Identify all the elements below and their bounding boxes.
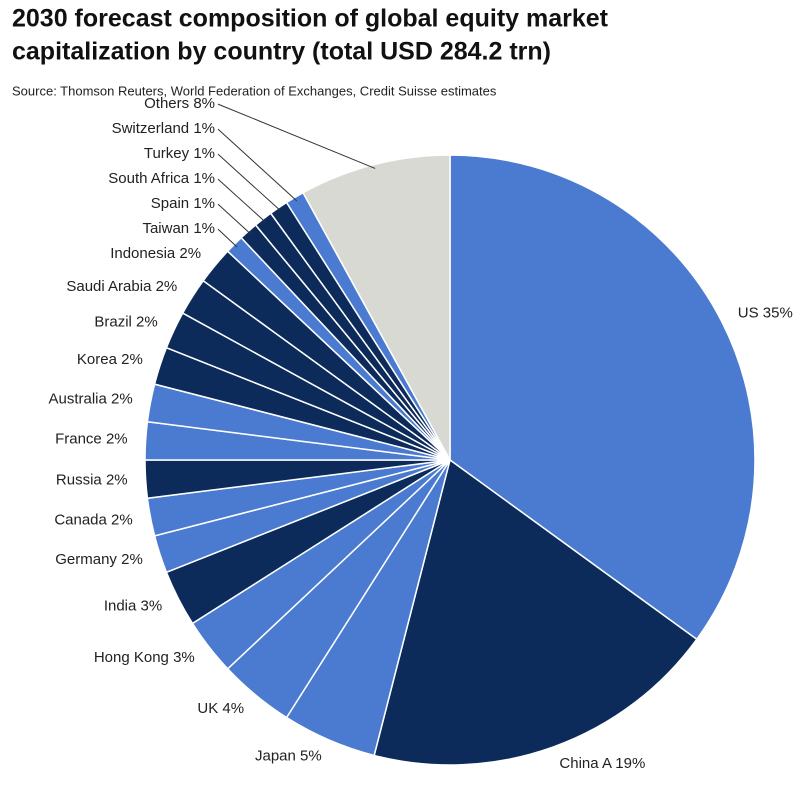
leader-line bbox=[217, 128, 298, 202]
slice-category: China A bbox=[559, 755, 612, 772]
slice-value-label: 19% bbox=[615, 755, 645, 772]
pie-slice bbox=[449, 154, 756, 641]
pie-slice bbox=[373, 458, 698, 766]
slice-category: India bbox=[104, 598, 137, 615]
slice-label: India 3% bbox=[104, 598, 162, 615]
slice-value-label: 2% bbox=[106, 471, 128, 488]
slice-value-label: 8% bbox=[193, 95, 215, 112]
slice-value-label: 35% bbox=[763, 304, 793, 321]
slice-label: Turkey 1% bbox=[144, 145, 215, 162]
slice-value-label: 2% bbox=[136, 313, 158, 330]
slice-value-label: 2% bbox=[106, 431, 128, 448]
slice-label: Taiwan 1% bbox=[142, 220, 215, 237]
slice-value-label: 2% bbox=[111, 511, 133, 528]
slice-category: Taiwan bbox=[142, 220, 189, 237]
slice-category: Indonesia bbox=[110, 245, 176, 262]
slice-value-label: 2% bbox=[111, 390, 133, 407]
slice-category: US bbox=[738, 304, 759, 321]
slice-value-label: 5% bbox=[300, 747, 322, 764]
slice-label: Russia 2% bbox=[56, 471, 128, 488]
slice-label: Germany 2% bbox=[55, 551, 143, 568]
slice-value-label: 2% bbox=[121, 551, 143, 568]
slice-category: Russia bbox=[56, 471, 103, 488]
slice-category: Spain bbox=[151, 195, 189, 212]
slice-category: Turkey bbox=[144, 145, 190, 162]
leader-line bbox=[217, 153, 282, 212]
slice-value-label: 4% bbox=[222, 700, 244, 717]
slice-label: Japan 5% bbox=[255, 747, 322, 764]
slice-value-label: 1% bbox=[193, 195, 215, 212]
slice-category: Others bbox=[144, 95, 189, 112]
pie-slice bbox=[302, 154, 451, 461]
slice-category: Korea bbox=[77, 351, 118, 368]
slice-value-label: 3% bbox=[141, 598, 163, 615]
slice-label: Hong Kong 3% bbox=[94, 649, 195, 666]
slice-category: South Africa bbox=[108, 170, 190, 187]
slice-label: Australia 2% bbox=[49, 390, 133, 407]
slice-category: Switzerland bbox=[112, 120, 190, 137]
chart-subtitle: Source: Thomson Reuters, World Federatio… bbox=[12, 83, 497, 98]
slice-category: Saudi Arabia bbox=[66, 278, 152, 295]
leader-line bbox=[217, 103, 376, 169]
slice-label: Brazil 2% bbox=[94, 313, 157, 330]
slice-category: Germany bbox=[55, 551, 117, 568]
chart-title: 2030 forecast composition of global equi… bbox=[12, 5, 609, 33]
slice-category: Hong Kong bbox=[94, 649, 169, 666]
slice-label: Indonesia 2% bbox=[110, 245, 201, 262]
chart-title: capitalization by country (total USD 284… bbox=[12, 38, 551, 66]
slice-value-label: 1% bbox=[193, 170, 215, 187]
slice-label: China A 19% bbox=[559, 755, 645, 772]
slice-value-label: 2% bbox=[121, 351, 143, 368]
slice-category: Japan bbox=[255, 747, 296, 764]
slice-label: Switzerland 1% bbox=[112, 120, 215, 137]
leader-line bbox=[217, 228, 238, 248]
leader-line bbox=[217, 178, 266, 223]
leader-line bbox=[217, 203, 252, 235]
slice-category: Brazil bbox=[94, 313, 132, 330]
slice-category: Canada bbox=[54, 511, 107, 528]
slice-value-label: 2% bbox=[156, 278, 178, 295]
slice-value-label: 3% bbox=[173, 649, 195, 666]
slice-category: Australia bbox=[49, 390, 108, 407]
slice-value-label: 1% bbox=[193, 220, 215, 237]
slice-value-label: 2% bbox=[179, 245, 201, 262]
slice-label: Saudi Arabia 2% bbox=[66, 278, 177, 295]
slice-label: Canada 2% bbox=[54, 511, 132, 528]
slice-label: France 2% bbox=[55, 431, 128, 448]
slice-value-label: 1% bbox=[193, 145, 215, 162]
slice-label: South Africa 1% bbox=[108, 170, 215, 187]
slice-label: Others 8% bbox=[144, 95, 215, 112]
slice-label: Spain 1% bbox=[151, 195, 215, 212]
slice-label: Korea 2% bbox=[77, 351, 143, 368]
slice-label: US 35% bbox=[738, 304, 793, 321]
slice-label: UK 4% bbox=[197, 700, 244, 717]
slice-category: UK bbox=[197, 700, 218, 717]
slice-value-label: 1% bbox=[193, 120, 215, 137]
slice-category: France bbox=[55, 431, 102, 448]
